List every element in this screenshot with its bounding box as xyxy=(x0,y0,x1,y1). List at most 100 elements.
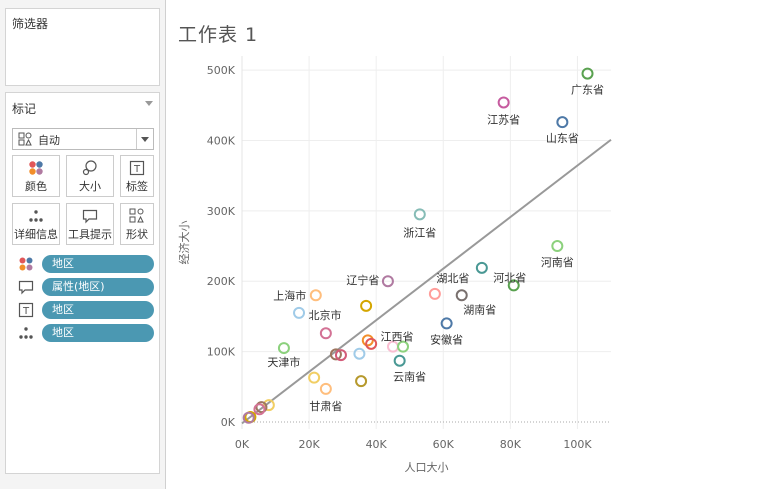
x-axis-title: 人口大小 xyxy=(405,460,449,474)
filters-title: 筛选器 xyxy=(12,17,49,31)
color-dots-icon xyxy=(29,161,43,175)
color-button[interactable]: 颜色 xyxy=(12,155,60,197)
y-tick-label: 0K xyxy=(221,416,236,429)
scatter-point[interactable] xyxy=(428,287,441,300)
point-label: 江西省 xyxy=(380,331,413,344)
pill-row-detail: 地区 xyxy=(18,324,158,342)
scatter-point[interactable] xyxy=(393,354,406,367)
marks-title: 标记 xyxy=(12,102,37,116)
scatter-point[interactable] xyxy=(255,401,268,414)
point-label: 河北省 xyxy=(493,271,526,284)
detail-field-pill[interactable]: 地区 xyxy=(42,324,154,342)
point-label: 甘肃省 xyxy=(309,400,342,413)
scatter-point[interactable] xyxy=(556,116,569,129)
y-tick-label: 100K xyxy=(207,346,236,359)
point-label: 山东省 xyxy=(546,132,579,145)
shape-button-label: 形状 xyxy=(126,228,148,241)
scatter-point[interactable] xyxy=(497,96,510,109)
x-tick-label: 60K xyxy=(433,438,455,451)
scatter-point[interactable] xyxy=(455,289,468,302)
scatter-point[interactable] xyxy=(334,349,347,362)
x-tick-label: 20K xyxy=(298,438,320,451)
x-tick-label: 0K xyxy=(235,438,250,451)
label-button-label: 标签 xyxy=(126,180,148,193)
label-button[interactable]: T 标签 xyxy=(120,155,154,197)
size-icon xyxy=(82,160,97,176)
color-button-label: 颜色 xyxy=(25,180,47,193)
marks-card: 标记 自动 颜色 大小 xyxy=(5,92,160,474)
pill-row-tooltip: 属性(地区) xyxy=(18,278,158,296)
shape-button[interactable]: 形状 xyxy=(120,203,154,245)
scatter-point[interactable] xyxy=(360,299,373,312)
filters-shelf[interactable]: 筛选器 xyxy=(5,8,160,86)
scatter-point[interactable] xyxy=(319,327,332,340)
point-label: 广东省 xyxy=(571,84,604,97)
scatter-point[interactable] xyxy=(507,279,520,292)
y-axis-title: 经济大小 xyxy=(177,221,191,265)
point-label: 河南省 xyxy=(541,256,574,269)
point-label: 安徽省 xyxy=(430,332,463,346)
point-label: 天津市 xyxy=(267,355,300,369)
scatter-point[interactable] xyxy=(551,240,564,253)
scatter-point[interactable] xyxy=(355,375,368,388)
color-dots-icon xyxy=(19,257,33,271)
scatter-point[interactable] xyxy=(293,306,306,319)
point-label: 湖南省 xyxy=(463,303,496,316)
point-label: 上海市 xyxy=(273,288,306,302)
scatter-point[interactable] xyxy=(308,371,321,384)
point-label: 云南省 xyxy=(393,371,426,384)
scatter-chart[interactable]: 0K 20K 40K 60K 80K 100K 0K 100K 200K 300K 400K 500K… xyxy=(166,0,757,489)
shape-icon xyxy=(129,208,144,223)
tooltip-button[interactable]: 工具提示 xyxy=(66,203,114,245)
size-button-label: 大小 xyxy=(79,180,101,193)
mark-type-dropdown[interactable]: 自动 xyxy=(12,128,154,150)
label-icon: T xyxy=(129,160,145,176)
point-label: 北京市 xyxy=(309,308,342,322)
scatter-point[interactable] xyxy=(365,337,378,350)
scatter-point[interactable] xyxy=(581,67,594,80)
scatter-point[interactable] xyxy=(309,289,322,302)
left-panel: 筛选器 标记 自动 颜色 xyxy=(0,0,165,489)
x-tick-label: 80K xyxy=(500,438,522,451)
marks-menu-caret-icon[interactable] xyxy=(145,101,153,106)
detail-button-label: 详细信息 xyxy=(14,228,58,241)
label-field-pill[interactable]: 地区 xyxy=(42,301,154,319)
color-field-pill[interactable]: 地区 xyxy=(42,255,154,273)
size-button[interactable]: 大小 xyxy=(66,155,114,197)
tooltip-field-pill[interactable]: 属性(地区) xyxy=(42,278,154,296)
point-label: 辽宁省 xyxy=(346,273,379,287)
pill-row-label: T 地区 xyxy=(18,301,158,319)
scatter-point[interactable] xyxy=(253,403,266,416)
detail-icon xyxy=(19,327,33,339)
scatter-point[interactable] xyxy=(262,399,275,412)
pill-row-color: 地区 xyxy=(18,255,158,273)
tooltip-icon xyxy=(18,280,34,295)
sheet-title: 工作表 1 xyxy=(178,24,259,46)
mark-type-label: 自动 xyxy=(38,134,60,147)
point-label: 湖北省 xyxy=(436,272,469,285)
detail-button[interactable]: 详细信息 xyxy=(12,203,60,245)
scatter-point[interactable] xyxy=(319,382,332,395)
scatter-point[interactable] xyxy=(381,275,394,288)
scatter-point[interactable] xyxy=(242,411,255,424)
trend-line[interactable] xyxy=(241,138,612,425)
svg-text:T: T xyxy=(133,164,141,175)
scatter-point[interactable] xyxy=(361,334,374,347)
scatter-point[interactable] xyxy=(353,347,366,360)
chevron-down-icon[interactable] xyxy=(136,129,153,149)
label-icon: T xyxy=(18,302,34,318)
point-label: 江苏省 xyxy=(487,113,520,126)
y-tick-label: 400K xyxy=(207,134,236,147)
scatter-point[interactable] xyxy=(329,348,342,361)
x-tick-label: 100K xyxy=(563,438,592,451)
svg-text:T: T xyxy=(22,306,30,317)
scatter-point[interactable] xyxy=(277,342,290,355)
shapes-icon xyxy=(18,132,32,146)
x-tick-label: 40K xyxy=(366,438,388,451)
tooltip-icon xyxy=(82,209,98,224)
scatter-point[interactable] xyxy=(475,261,488,274)
scatter-point[interactable] xyxy=(440,317,453,330)
y-tick-label: 500K xyxy=(207,64,236,77)
scatter-point[interactable] xyxy=(413,208,426,221)
scatter-point[interactable] xyxy=(397,340,410,353)
